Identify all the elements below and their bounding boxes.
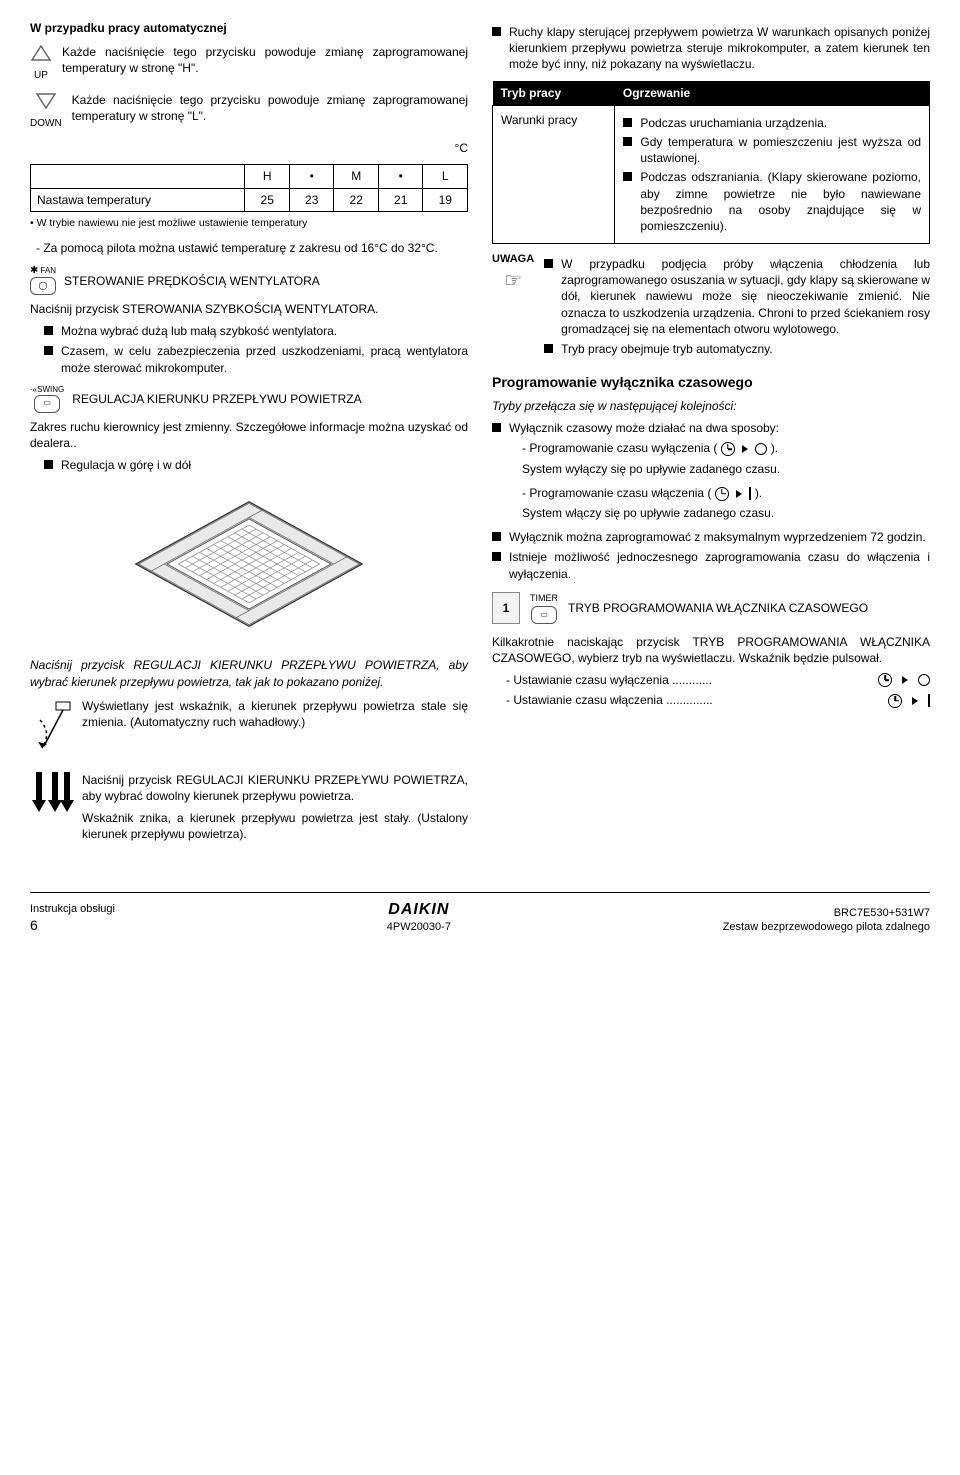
th-ogrzewanie: Ogrzewanie bbox=[615, 81, 930, 106]
auto-swing-text: Wyświetlany jest wskaźnik, a kierunek pr… bbox=[82, 698, 468, 730]
footer-left-1: Instrukcja obsługi bbox=[30, 902, 115, 917]
prog-intro: Tryby przełącza się w następującej kolej… bbox=[492, 398, 930, 414]
auto-mode-title: W przypadku pracy automatycznej bbox=[30, 20, 468, 36]
fan-button-icon: ◯ bbox=[30, 277, 56, 295]
bar-on-icon bbox=[749, 487, 751, 500]
timer-programming-heading: Programowanie wyłącznika czasowego bbox=[492, 373, 930, 392]
cond-body-cell: Podczas uruchamiania urządzenia. Gdy tem… bbox=[615, 105, 930, 243]
th-dot1: • bbox=[289, 165, 334, 188]
footer-desc: Zestaw bezprzewodowego pilota zdalnego bbox=[723, 920, 930, 935]
fan-icon-label: FAN bbox=[30, 266, 56, 276]
v-3: 21 bbox=[378, 188, 423, 211]
cond-b1: Podczas uruchamiania urządzenia. bbox=[640, 115, 921, 131]
set-on-label: Ustawianie czasu włączenia .............… bbox=[506, 692, 882, 708]
flap-movement-note: Ruchy klapy sterującej przepływem powiet… bbox=[509, 24, 930, 73]
fixed-text-2: Wskaźnik znika, a kierunek przepływu pow… bbox=[82, 810, 468, 842]
timer-icon-label: TIMER bbox=[530, 592, 558, 604]
down-label: DOWN bbox=[30, 117, 62, 131]
th-tryb: Tryb pracy bbox=[493, 81, 615, 106]
arrow-right-icon-2 bbox=[736, 490, 742, 498]
th-h: H bbox=[245, 165, 290, 188]
th-dot2: • bbox=[378, 165, 423, 188]
prog-on-2: System włączy się po upływie zadanego cz… bbox=[522, 505, 930, 521]
bar-on-icon-2 bbox=[928, 694, 930, 707]
prog-off-2: System wyłączy się po upływie zadanego c… bbox=[522, 461, 930, 477]
prog-b3: Istnieje możliwość jednoczesnego zaprogr… bbox=[509, 549, 930, 581]
v-4: 19 bbox=[423, 188, 468, 211]
hand-point-icon: ☞ bbox=[504, 271, 522, 291]
step-number-1: 1 bbox=[492, 592, 520, 624]
th-m: M bbox=[334, 165, 379, 188]
arrow-right-icon-4 bbox=[912, 697, 918, 705]
footer-model: BRC7E530+531W7 bbox=[723, 906, 930, 921]
fan-press: Naciśnij przycisk STEROWANIA SZYBKOŚCIĄ … bbox=[30, 301, 468, 317]
cond-b3: Podczas odszraniania. (Klapy skierowane … bbox=[640, 169, 921, 234]
swing-button-icon: ▭ bbox=[34, 395, 60, 413]
swing-heading: REGULACJA KIERUNKU PRZEPŁYWU POWIETRZA bbox=[72, 391, 468, 407]
page-number: 6 bbox=[30, 916, 115, 935]
th-l: L bbox=[423, 165, 468, 188]
fan-b1: Można wybrać dużą lub małą szybkość went… bbox=[61, 323, 468, 339]
uwaga-b2: Tryb pracy obejmuje tryb automatyczny. bbox=[561, 341, 930, 357]
timer-heading: TRYB PROGRAMOWANIA WŁĄCZNIKA CZASOWEGO bbox=[568, 600, 930, 616]
prog-b2: Wyłącznik można zaprogramować z maksymal… bbox=[509, 529, 930, 545]
range-note: Za pomocą pilota można ustawić temperatu… bbox=[36, 240, 468, 256]
swing-p1: Zakres ruchu kierownicy jest zmienny. Sz… bbox=[30, 419, 468, 451]
down-description: Każde naciśnięcie tego przycisku powoduj… bbox=[72, 92, 468, 124]
timer-button-icon: ▭ bbox=[531, 606, 557, 624]
up-label: UP bbox=[34, 69, 48, 83]
fixed-direction-icon bbox=[30, 766, 74, 866]
footer-doc-id: 4PW20030-7 bbox=[115, 920, 723, 935]
prog-off-line: Programowanie czasu wyłączenia ( ). bbox=[522, 440, 930, 456]
set-off-label: Ustawianie czasu wyłączenia ............ bbox=[506, 672, 872, 688]
v-1: 23 bbox=[289, 188, 334, 211]
mode-conditions-table: Tryb pracy Ogrzewanie Warunki pracy Podc… bbox=[492, 81, 930, 245]
timer-p: Kilkakrotnie naciskając przycisk TRYB PR… bbox=[492, 634, 930, 666]
v-0: 25 bbox=[245, 188, 290, 211]
prog-on-line: Programowanie czasu włączenia ( ). bbox=[522, 485, 930, 501]
uwaga-b1: W przypadku podjęcia próby włączenia chł… bbox=[561, 256, 930, 337]
up-description: Każde naciśnięcie tego przycisku powoduj… bbox=[62, 44, 468, 76]
temperature-table: H • M • L Nastawa temperatury 25 23 22 2… bbox=[30, 164, 468, 211]
daikin-logo: DAIKIN bbox=[115, 899, 723, 921]
circle-off-icon bbox=[755, 443, 767, 455]
clock-icon-4 bbox=[888, 694, 902, 708]
cassette-unit-diagram bbox=[119, 479, 379, 649]
prog-b1: Wyłącznik czasowy może działać na dwa sp… bbox=[509, 420, 930, 436]
fixed-text-1: Naciśnij przycisk REGULACJI KIERUNKU PRZ… bbox=[82, 772, 468, 804]
row-label: Nastawa temperatury bbox=[31, 188, 245, 211]
up-arrow-icon bbox=[30, 44, 52, 67]
cond-label-cell: Warunki pracy bbox=[493, 105, 615, 243]
swing-b1: Regulacja w górę i w dół bbox=[61, 457, 468, 473]
temp-footnote: • W trybie nawiewu nie jest możliwe usta… bbox=[30, 216, 468, 230]
clock-icon-3 bbox=[878, 673, 892, 687]
auto-swing-icon bbox=[30, 698, 74, 758]
page-footer: Instrukcja obsługi 6 DAIKIN 4PW20030-7 B… bbox=[30, 892, 930, 935]
circle-off-icon-2 bbox=[918, 674, 930, 686]
down-arrow-icon bbox=[35, 92, 57, 115]
swing-icon-label: ·«SWING bbox=[30, 386, 64, 394]
arrow-right-icon bbox=[742, 445, 748, 453]
v-2: 22 bbox=[334, 188, 379, 211]
clock-icon bbox=[721, 442, 735, 456]
reg-instruction: Naciśnij przycisk REGULACJI KIERUNKU PRZ… bbox=[30, 657, 468, 689]
uwaga-label: UWAGA bbox=[492, 252, 534, 267]
arrow-right-icon-3 bbox=[902, 676, 908, 684]
cond-b2: Gdy temperatura w pomieszczeniu jest wyż… bbox=[640, 134, 921, 166]
temp-unit: °C bbox=[30, 140, 468, 156]
clock-icon-2 bbox=[715, 487, 729, 501]
fan-b2: Czasem, w celu zabezpieczenia przed uszk… bbox=[61, 343, 468, 375]
fan-heading: STEROWANIE PRĘDKOŚCIĄ WENTYLATORA bbox=[64, 273, 468, 289]
